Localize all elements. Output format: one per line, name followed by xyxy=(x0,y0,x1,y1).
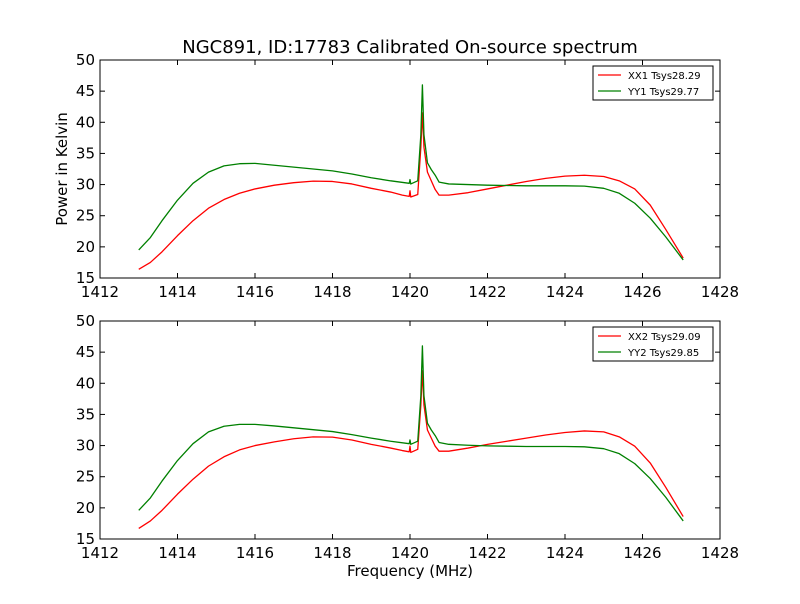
y-tick-label: 35 xyxy=(76,405,95,423)
x-tick-label: 1416 xyxy=(236,544,274,562)
y-tick-label: 50 xyxy=(76,51,95,69)
legend-label: XX1 Tsys28.29 xyxy=(628,71,701,82)
x-tick-label: 1428 xyxy=(701,283,739,301)
x-tick-label: 1414 xyxy=(158,283,196,301)
chart-title: NGC891, ID:17783 Calibrated On-source sp… xyxy=(182,37,637,58)
y-tick-label: 40 xyxy=(76,374,95,392)
x-tick-label: 1426 xyxy=(623,283,661,301)
y-tick-label: 30 xyxy=(76,176,95,194)
y-tick-label: 15 xyxy=(76,530,95,548)
x-tick-label: 1420 xyxy=(391,544,429,562)
x-tick-label: 1424 xyxy=(546,544,584,562)
x-tick-label: 1412 xyxy=(81,544,119,562)
legend: XX2 Tsys29.09 YY2 Tsys29.85 xyxy=(592,326,714,362)
x-tick-label: 1412 xyxy=(81,283,119,301)
y-tick-label: 35 xyxy=(76,144,95,162)
y-tick-label: 25 xyxy=(76,207,95,225)
y-tick-label: 50 xyxy=(76,312,95,330)
x-tick-label: 1416 xyxy=(236,283,274,301)
y-tick-label: 45 xyxy=(76,82,95,100)
x-tick-label: 1418 xyxy=(313,283,351,301)
legend-label: YY2 Tsys29.85 xyxy=(627,348,699,359)
legend-label: YY1 Tsys29.77 xyxy=(627,87,699,98)
x-tick-label: 1426 xyxy=(623,544,661,562)
series-line-1 xyxy=(138,370,684,529)
legend: XX1 Tsys28.29 YY1 Tsys29.77 xyxy=(592,65,714,101)
x-tick-label: 1414 xyxy=(158,544,196,562)
y-axis-label: Power in Kelvin xyxy=(53,112,71,226)
x-tick-label: 1422 xyxy=(468,544,506,562)
y-tick-label: 20 xyxy=(76,238,95,256)
legend-box xyxy=(592,65,714,101)
chart-panel-1: 1412 1414 1416 1418 1420 1422 1424 1426 1428 15 20… xyxy=(76,51,739,301)
series-line-2 xyxy=(138,345,684,522)
series-line-2 xyxy=(138,84,684,261)
y-tick-label: 45 xyxy=(76,343,95,361)
y-tick-label: 30 xyxy=(76,437,95,455)
legend-box xyxy=(592,326,714,362)
y-tick-label: 25 xyxy=(76,468,95,486)
y-tick-label: 15 xyxy=(76,269,95,287)
x-tick-label: 1424 xyxy=(546,283,584,301)
chart-panel-2: 1412 1414 1416 1418 1420 1422 1424 1426 1428 15 20… xyxy=(76,312,739,562)
x-tick-label: 1422 xyxy=(468,283,506,301)
x-tick-label: 1420 xyxy=(391,283,429,301)
x-tick-label: 1418 xyxy=(313,544,351,562)
legend-label: XX2 Tsys29.09 xyxy=(628,332,701,343)
x-tick-label: 1428 xyxy=(701,544,739,562)
x-axis-label: Frequency (MHz) xyxy=(347,562,473,580)
series-line-1 xyxy=(138,112,684,270)
y-tick-label: 20 xyxy=(76,499,95,517)
y-tick-label: 40 xyxy=(76,113,95,131)
